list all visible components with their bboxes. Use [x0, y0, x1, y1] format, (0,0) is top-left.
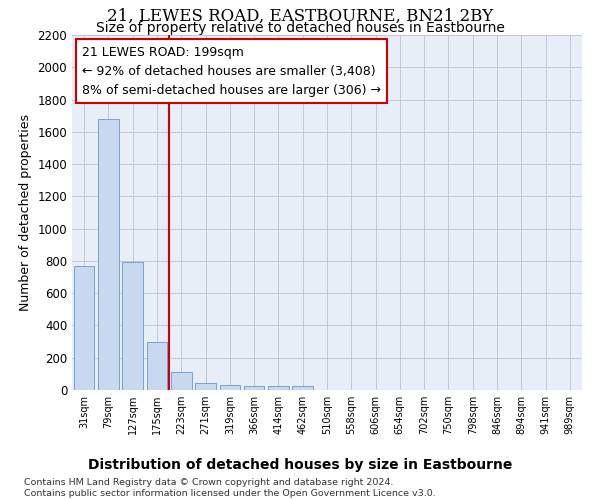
Y-axis label: Number of detached properties: Number of detached properties [19, 114, 32, 311]
Bar [220, 385, 240, 390]
Bar [146, 342, 167, 390]
Text: 21 LEWES ROAD: 199sqm
← 92% of detached houses are smaller (3,408)
8% of semi-de: 21 LEWES ROAD: 199sqm ← 92% of detached … [82, 46, 381, 96]
Text: Contains HM Land Registry data © Crown copyright and database right 2024.
Contai: Contains HM Land Registry data © Crown c… [24, 478, 436, 498]
Bar [244, 386, 265, 390]
Bar [122, 262, 143, 390]
Text: Size of property relative to detached houses in Eastbourne: Size of property relative to detached ho… [95, 21, 505, 35]
Bar [292, 386, 313, 390]
Bar [74, 266, 94, 390]
Text: 21, LEWES ROAD, EASTBOURNE, BN21 2BY: 21, LEWES ROAD, EASTBOURNE, BN21 2BY [107, 8, 493, 24]
Bar [98, 119, 119, 390]
Bar [268, 386, 289, 390]
Text: Distribution of detached houses by size in Eastbourne: Distribution of detached houses by size … [88, 458, 512, 471]
Bar [195, 382, 216, 390]
Bar [171, 372, 191, 390]
